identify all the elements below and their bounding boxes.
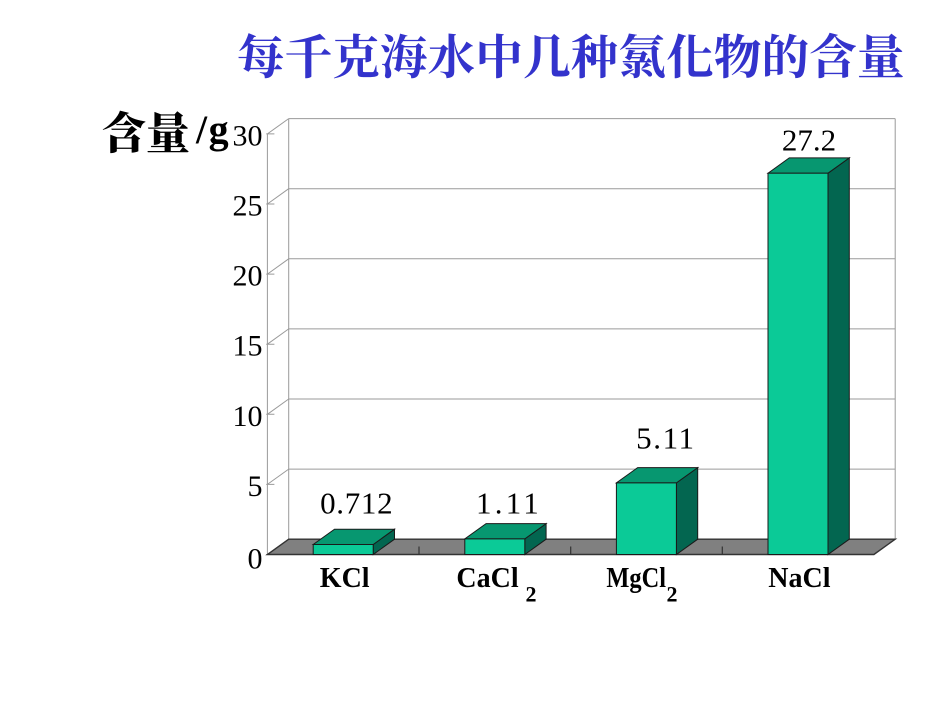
svg-text:MgCl: MgCl xyxy=(606,563,666,594)
svg-text:/g: /g xyxy=(195,107,230,152)
svg-text:27.2: 27.2 xyxy=(782,123,836,158)
svg-text:25: 25 xyxy=(233,190,263,223)
svg-text:5: 5 xyxy=(248,470,263,503)
svg-text:5.11: 5.11 xyxy=(636,421,696,456)
svg-text:15: 15 xyxy=(233,330,263,363)
svg-text:NaCl: NaCl xyxy=(768,563,830,594)
svg-text:20: 20 xyxy=(233,260,263,293)
svg-text:2: 2 xyxy=(526,582,537,607)
svg-text:CaCl: CaCl xyxy=(456,563,518,594)
svg-text:2: 2 xyxy=(667,582,678,607)
svg-text:0: 0 xyxy=(248,543,263,576)
svg-text:0.712: 0.712 xyxy=(320,486,393,521)
svg-text:1.11: 1.11 xyxy=(476,486,542,521)
svg-text:KCl: KCl xyxy=(320,563,370,594)
svg-text:10: 10 xyxy=(233,400,263,433)
svg-text:30: 30 xyxy=(233,119,263,152)
